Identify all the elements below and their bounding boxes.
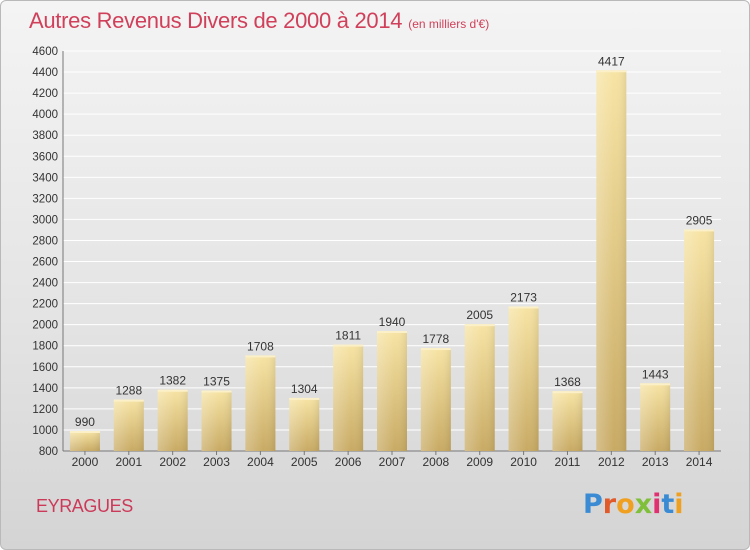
bar-shade <box>377 331 407 451</box>
data-label: 1443 <box>642 367 669 381</box>
y-tick-label: 2600 <box>32 257 58 269</box>
x-tick-label: 2013 <box>642 455 669 469</box>
bar-top <box>640 383 671 386</box>
data-label: 2005 <box>466 308 493 322</box>
logo-letter: P <box>583 489 603 520</box>
bar-shade <box>113 399 144 451</box>
logo-letter: i <box>674 489 684 520</box>
bar-shade <box>157 389 188 451</box>
x-tick-label: 2011 <box>555 455 581 469</box>
y-tick-label: 2400 <box>32 278 58 290</box>
bar-shade <box>640 383 671 451</box>
y-tick-label: 1000 <box>32 425 58 437</box>
data-label: 1811 <box>335 329 361 343</box>
bar-top <box>289 397 320 400</box>
place-name: EYRAGUES <box>36 496 133 516</box>
y-tick-label: 4400 <box>32 67 58 79</box>
data-label: 1304 <box>291 382 318 396</box>
logo-letter: o <box>616 489 635 520</box>
logo-letter: x <box>634 489 653 520</box>
bar-shade <box>596 70 627 452</box>
x-tick-label: 2012 <box>598 455 625 469</box>
bar-shade <box>333 344 364 451</box>
y-tick-label: 3200 <box>32 193 58 205</box>
bar-top <box>684 229 715 232</box>
y-tick-label: 3800 <box>32 130 58 142</box>
x-tick-label: 2001 <box>115 455 142 469</box>
data-label: 1375 <box>203 374 230 388</box>
bar-top <box>157 389 188 392</box>
data-label: 1382 <box>159 374 186 388</box>
bar-top <box>201 390 232 393</box>
logo-letter: i <box>652 489 662 520</box>
y-tick-label: 3400 <box>32 172 58 184</box>
y-tick-label: 4200 <box>32 88 58 100</box>
bar-shade <box>289 397 320 451</box>
y-tick-label: 4600 <box>32 46 58 58</box>
bar-shade <box>201 390 232 451</box>
data-label: 4417 <box>598 54 625 68</box>
proxiti-logo: Proxiti <box>583 489 684 520</box>
y-tick-label: 3600 <box>32 151 58 163</box>
x-tick-label: 2006 <box>335 455 362 469</box>
chart-title: Autres Revenus Divers de 2000 à 2014 <box>29 8 403 33</box>
bar-top <box>69 431 100 433</box>
bar-top <box>245 355 276 358</box>
chart-title-block: Autres Revenus Divers de 2000 à 2014 (en … <box>29 8 489 34</box>
data-label: 1288 <box>115 384 142 398</box>
x-tick-label: 2010 <box>510 455 537 469</box>
data-label: 1940 <box>379 315 406 329</box>
bar-shade <box>464 324 495 451</box>
bar-top <box>113 399 144 402</box>
y-tick-label: 3000 <box>32 214 58 226</box>
y-tick-label: 4000 <box>32 109 58 121</box>
unit-note: (en milliers d'€) <box>408 17 490 31</box>
y-tick-label: 2200 <box>32 299 58 311</box>
logo-letter: r <box>602 489 617 520</box>
bar-top <box>552 391 583 394</box>
bar-shade <box>508 306 539 451</box>
y-tick-label: 800 <box>39 446 58 458</box>
bar-top <box>333 344 364 347</box>
bar-top <box>420 348 451 351</box>
y-tick-label: 1800 <box>32 341 58 353</box>
bar-shade <box>245 355 276 451</box>
y-tick-label: 2800 <box>32 235 58 247</box>
x-tick-label: 2004 <box>247 455 274 469</box>
x-tick-label: 2009 <box>466 455 493 469</box>
y-tick-label: 1200 <box>32 404 58 416</box>
bar-top <box>464 324 495 327</box>
x-tick-label: 2007 <box>379 455 406 469</box>
data-label: 1708 <box>247 339 274 353</box>
bar-top <box>508 306 539 309</box>
data-label: 990 <box>75 415 95 429</box>
bar-top <box>596 70 627 73</box>
bar-top <box>377 331 407 333</box>
bar-shade <box>552 391 583 451</box>
data-label: 1368 <box>554 375 581 389</box>
logo-letter: t <box>661 489 675 520</box>
x-tick-label: 2003 <box>203 455 230 469</box>
x-tick-label: 2002 <box>159 455 186 469</box>
bar-shade <box>420 348 451 451</box>
y-tick-label: 1400 <box>32 383 58 395</box>
bar-shade <box>69 431 100 451</box>
x-tick-label: 2000 <box>72 455 99 469</box>
x-tick-label: 2008 <box>423 455 450 469</box>
data-label: 1778 <box>423 332 450 346</box>
y-tick-label: 1600 <box>32 362 58 374</box>
y-tick-label: 2000 <box>32 320 58 332</box>
x-tick-label: 2014 <box>686 455 713 469</box>
data-label: 2905 <box>686 213 713 227</box>
x-tick-label: 2005 <box>291 455 318 469</box>
bar-shade <box>684 229 715 451</box>
data-label: 2173 <box>510 290 537 304</box>
